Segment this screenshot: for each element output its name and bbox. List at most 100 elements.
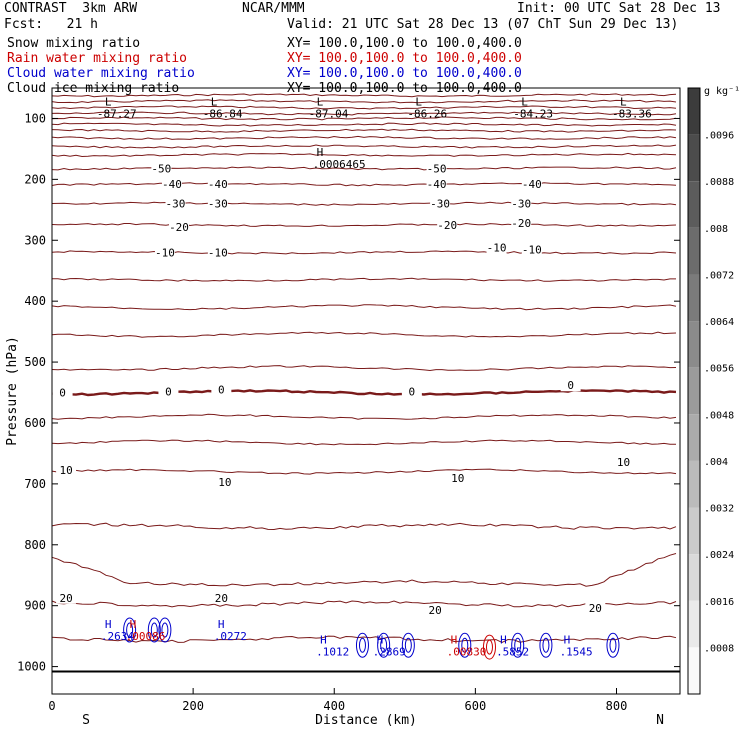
field-rain-xy: XY= 100.0,100.0 to 100.0,400.0 [287,51,522,66]
contour-label: -30 [208,198,228,211]
minimum-value: -86.84 [203,107,243,120]
contour-label-bg [207,197,228,210]
high-marker: H [317,146,324,159]
isotherm-line [51,152,677,158]
contour-label-bg [486,241,507,254]
contour-label: 10 [218,476,231,489]
colorbar-segment [688,88,700,135]
hydrometeor-contour [358,637,366,653]
hydrometeor-contour [126,622,134,638]
field-snow-xy: XY= 100.0,100.0 to 100.0,400.0 [287,36,522,51]
isotherm-line [51,93,677,98]
minimum-value: -87.27 [97,107,137,120]
contour-label: 0 [409,385,416,398]
contour-label: -20 [169,221,189,234]
hydrometeor-contour [485,639,493,655]
colorbar-label: .008 [704,224,728,235]
maximum-value: .0272 [214,630,247,643]
maximum-value: .00830 [447,645,487,658]
colorbar-label: .0008 [704,643,734,654]
contour-label-bg [437,219,458,232]
contour-label-bg [56,591,77,604]
isotherm-line [51,522,677,531]
contour-label-bg [154,246,175,259]
contour-label-bg [52,386,73,399]
contour-label: -30 [166,198,186,211]
hydrometeor-contour [147,617,161,643]
minimum-value: -84.23 [513,107,553,120]
colorbar-segment [688,554,700,601]
isotherm-line [51,277,676,282]
hydrometeor-contour [401,632,415,658]
contour-label: 0 [218,383,225,396]
colorbar-unit: g kg⁻¹ [704,86,740,97]
init-time: Init: 00 UTC Sat 28 Dec 13 [517,1,721,16]
high-marker: H [451,633,458,646]
colorbar-frame [687,87,701,695]
contour-label: -10 [522,243,542,256]
contour-label-bg [161,178,182,191]
colorbar-label: .0072 [704,270,734,281]
colorbar-label: .0056 [704,364,734,375]
y-tick-label: 800 [24,538,46,552]
contour-label-bg [521,243,542,256]
isotherm-line [51,250,677,255]
contour-label-bg [425,603,446,616]
colorbar-label: .0016 [704,597,734,608]
y-tick-label: 200 [24,172,46,186]
low-marker: L [521,95,528,108]
isotherm-line [51,201,677,206]
contour-label: 20 [59,592,72,605]
isotherm-line [51,135,677,140]
contour-label: -30 [511,198,531,211]
colorbar-label: .0088 [704,177,734,188]
isotherm-contours [51,93,680,673]
isotherm-line [51,99,677,104]
contour-label: 20 [589,602,602,615]
colorbar-label: .0024 [704,550,734,561]
hydrometeor-contour [123,617,137,643]
isotherm-line [51,116,677,121]
extrema-labels: L-87.27L-86.84L-87.04L-86.26L-84.23L-83.… [97,95,652,658]
contour-label-bg [211,383,232,396]
contour-label-bg [169,220,190,233]
hydrometeor-contour [511,632,525,658]
x-tick-label: 0 [48,699,55,713]
hydrometeor-contour [404,637,412,653]
colorbar-label: .0048 [704,410,734,421]
hydrometeor-contour [606,632,620,658]
contour-label-bg [56,463,77,476]
contour-label-bg [426,162,447,175]
hydrometeor-contour [458,632,472,658]
contour-label-bg [447,471,468,484]
contour-label: -40 [522,178,542,191]
contour-label: 0 [59,387,66,400]
hydrometeor-contours [123,617,620,660]
colorbar-label: .0064 [704,317,734,328]
x-tick-label: 400 [323,699,345,713]
contour-labels: -50 -50-40 -40 -40 -40-30 -30 -30 -30-20 -20 -20-… [52,162,634,617]
maximum-value: .1012 [316,645,349,658]
contour-label-bg [151,162,172,175]
hydrometeor-contour [380,637,388,653]
colorbar-segment [688,274,700,322]
isotherm-line [51,553,677,587]
isotherm-line [51,413,677,420]
isotherm-line [51,144,677,149]
isotherm-line [51,304,677,311]
field-rain-name: Rain water mixing ratio [7,51,188,66]
y-tick-label: 500 [24,355,46,369]
high-marker: H [218,618,225,631]
hydrometeor-contour [150,622,158,638]
isotherm-line [51,600,677,608]
contour-label: -30 [430,198,450,211]
y-tick-label: 400 [24,294,46,308]
colorbar-segment [688,600,700,648]
field-snow-name: Snow mixing ratio [7,36,141,51]
contour-label: 0 [567,379,574,392]
high-marker: H [105,618,112,631]
contour-label-bg [165,197,186,210]
y-tick-label: 300 [24,233,46,247]
x-axis-label: Distance (km) [315,713,417,728]
colorbar-label: .0032 [704,504,734,515]
